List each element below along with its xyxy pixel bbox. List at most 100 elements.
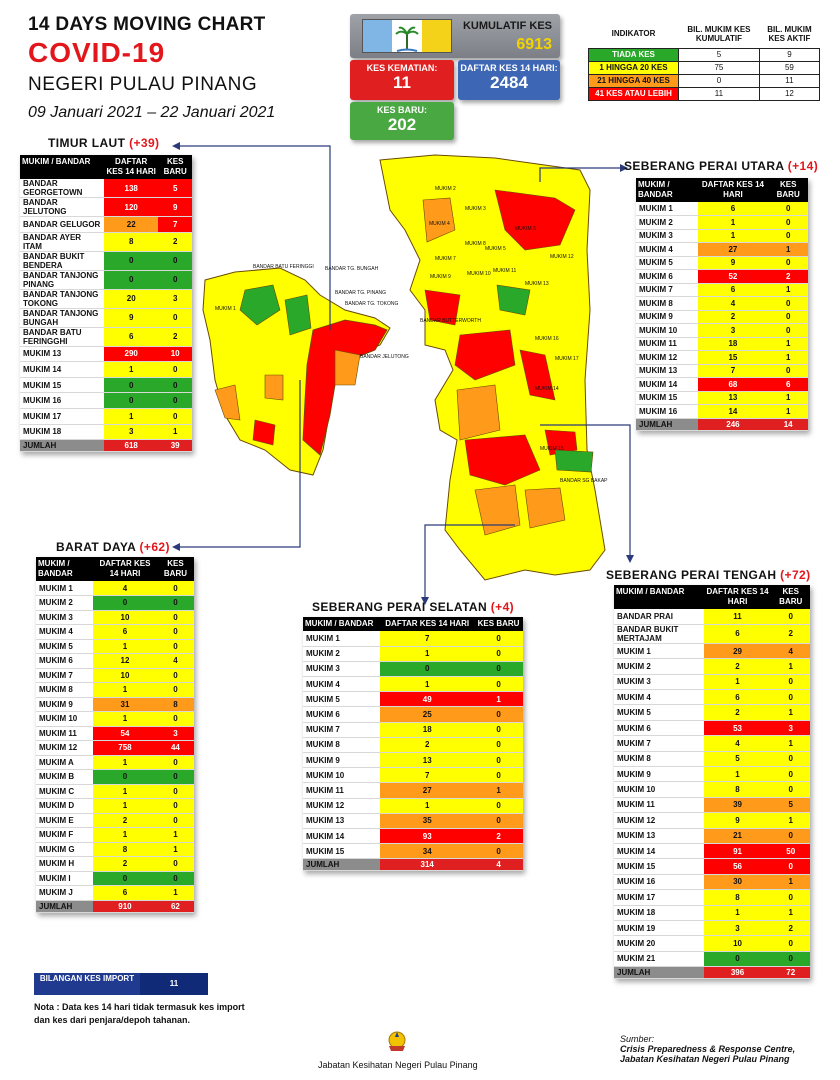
row-daftar-value: 13: [697, 391, 769, 405]
row-mukim-name: MUKIM 21: [614, 951, 704, 968]
map-label-batu-feringgi: BANDAR BATU FERINGGI: [253, 264, 314, 270]
row-daftar-value: 1: [703, 674, 772, 691]
table-row: MUKIM 6 25 0: [303, 706, 523, 723]
row-daftar-value: 3: [697, 323, 769, 338]
row-baru-value: 0: [768, 215, 808, 230]
row-baru-value: 0: [474, 661, 523, 678]
row-baru-value: 1: [771, 735, 810, 752]
row-mukim-name: MUKIM 7: [303, 722, 381, 738]
row-baru-value: 0: [156, 755, 194, 770]
row-baru-value: 0: [156, 639, 194, 654]
map-label-sg-bakap: BANDAR SG BAKAP: [560, 478, 608, 484]
map-label-mukim-8: MUKIM 8: [465, 241, 486, 247]
row-mukim-name: MUKIM 3: [614, 674, 704, 691]
row-baru-value: 1: [474, 782, 523, 799]
header-col-mukim: MUKIM / BANDAR: [636, 178, 698, 202]
row-mukim-name: BANDAR PRAI: [614, 609, 704, 625]
legend-row: TIADA KES 5 9: [588, 47, 821, 62]
legend-indicator-label: 1 HINGGA 20 KES: [588, 60, 679, 75]
table-row: MUKIM 10 1 0: [36, 711, 194, 727]
table-total-row: JUMLAH 618 39: [20, 439, 192, 453]
row-mukim-name: MUKIM 6: [303, 706, 381, 723]
row-mukim-name: MUKIM 13: [636, 364, 698, 378]
row-baru-value: 0: [156, 871, 194, 886]
row-mukim-name: MUKIM 11: [36, 726, 94, 741]
table-row: MUKIM 3 10 0: [36, 610, 194, 625]
row-baru-value: 6: [768, 377, 808, 392]
section-title-timur-laut: TIMUR LAUT (+39): [48, 136, 159, 150]
header-col-daftar: DAFTAR KES 14 HARI: [703, 585, 772, 609]
row-mukim-name: MUKIM 2: [636, 215, 698, 230]
row-daftar-value: 0: [93, 871, 157, 886]
row-baru-value: 0: [158, 251, 192, 271]
row-mukim-name: BANDAR TANJONG PINANG: [20, 270, 105, 290]
table-row: BANDAR GELUGOR 22 7: [20, 216, 192, 233]
table-row: MUKIM 12 9 1: [614, 812, 810, 829]
legend-row: 21 HINGGA 40 KES 0 11: [588, 73, 821, 88]
table-row: MUKIM 6 53 3: [614, 720, 810, 737]
table-total-row: JUMLAH 246 14: [636, 418, 808, 431]
row-baru-value: 0: [474, 767, 523, 784]
row-daftar-value: 7: [697, 364, 769, 378]
table-row: BANDAR TANJONG PINANG 0 0: [20, 270, 192, 290]
header-col-mukim: MUKIM / BANDAR: [36, 557, 94, 581]
table-row: BANDAR BATU FERINGGHI 6 2: [20, 327, 192, 347]
seberang-perai: [379, 154, 606, 581]
row-mukim-name: MUKIM 16: [636, 404, 698, 419]
map-label-mukim-15: MUKIM 15: [540, 446, 564, 452]
row-baru-value: 0: [771, 858, 810, 875]
row-daftar-value: 6: [93, 624, 157, 640]
row-daftar-value: 93: [380, 828, 475, 845]
row-mukim-name: MUKIM 14: [20, 361, 105, 378]
row-daftar-value: 1: [93, 784, 157, 799]
row-mukim-name: MUKIM D: [36, 798, 94, 814]
row-daftar-value: 39: [703, 797, 772, 814]
header-col-baru: KES BARU: [768, 178, 808, 202]
row-daftar-value: 0: [104, 270, 159, 290]
table-row: MUKIM 16 30 1: [614, 874, 810, 891]
row-mukim-name: MUKIM 10: [614, 781, 704, 798]
map-label-jelutong: BANDAR JELUTONG: [360, 354, 409, 360]
table-row: BANDAR GEORGETOWN 138 5: [20, 179, 192, 198]
row-mukim-name: MUKIM I: [36, 871, 94, 886]
row-mukim-name: MUKIM 1: [614, 643, 704, 660]
table-row: MUKIM 12 758 44: [36, 740, 194, 756]
table-row: BANDAR TANJONG TOKONG 20 3: [20, 289, 192, 309]
map-label-mukim-10: MUKIM 10: [467, 271, 491, 277]
row-baru-value: 4: [771, 643, 810, 660]
row-baru-value: 0: [768, 364, 808, 378]
row-daftar-value: 22: [104, 216, 159, 233]
district-name: TIMUR LAUT: [48, 136, 126, 150]
table-row: MUKIM 20 10 0: [614, 935, 810, 952]
row-mukim-name: MUKIM 15: [614, 858, 704, 875]
table-row: MUKIM 4 27 1: [636, 242, 808, 257]
row-baru-value: 0: [158, 408, 192, 425]
row-daftar-value: 0: [93, 769, 157, 785]
row-daftar-value: 1: [93, 755, 157, 770]
row-baru-value: 0: [158, 377, 192, 394]
table-spt: MUKIM / BANDAR DAFTAR KES 14 HARI KES BARU…: [614, 585, 810, 980]
source-line-2: Jabatan Kesihatan Negeri Pulau Pinang: [620, 1054, 790, 1064]
row-mukim-name: MUKIM 15: [20, 377, 105, 394]
row-mukim-name: MUKIM 11: [303, 782, 381, 799]
row-daftar-value: 0: [380, 661, 475, 678]
table-row: MUKIM 13 35 0: [303, 813, 523, 829]
source-label: Sumber:: [620, 1034, 655, 1044]
row-mukim-name: MUKIM G: [36, 842, 94, 857]
row-mukim-name: BANDAR BUKIT MERTAJAM: [614, 624, 704, 644]
row-baru-value: 1: [771, 704, 810, 721]
row-mukim-name: MUKIM 1: [636, 202, 698, 216]
row-baru-value: 0: [768, 229, 808, 243]
row-daftar-value: 9: [104, 308, 159, 328]
row-mukim-name: MUKIM 9: [36, 697, 94, 712]
section-title-barat-daya: BARAT DAYA (+62): [56, 540, 170, 554]
table-total-row: JUMLAH 396 72: [614, 966, 810, 980]
row-baru-value: 2: [768, 269, 808, 284]
row-baru-value: 0: [771, 609, 810, 625]
